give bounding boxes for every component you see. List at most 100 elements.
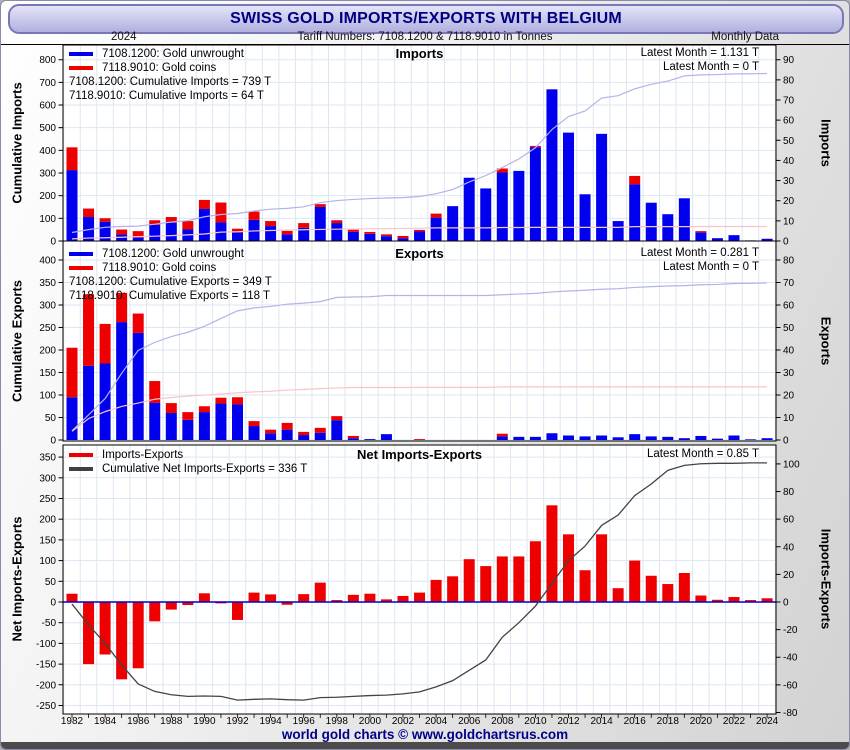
svg-text:150: 150 xyxy=(39,368,56,379)
header-frequency: Monthly Data xyxy=(711,31,779,43)
latest-month-value: Latest Month = 0 T xyxy=(663,61,759,73)
legend-label: 7108.1200: Gold unwrought xyxy=(102,248,244,260)
svg-text:1992: 1992 xyxy=(226,716,249,727)
svg-text:250: 250 xyxy=(39,494,56,505)
svg-text:80: 80 xyxy=(783,256,795,267)
svg-text:2008: 2008 xyxy=(491,716,514,727)
svg-text:-250: -250 xyxy=(36,701,56,712)
svg-text:600: 600 xyxy=(39,101,56,112)
imports-legend: 7108.1200: Gold unwrought 7118.9010: Gol… xyxy=(69,47,271,103)
svg-text:-100: -100 xyxy=(36,639,56,650)
svg-text:20: 20 xyxy=(783,570,795,581)
svg-text:50: 50 xyxy=(783,323,795,334)
svg-text:2006: 2006 xyxy=(458,716,481,727)
legend-label: 7108.1200: Gold unwrought xyxy=(102,48,244,60)
svg-text:60: 60 xyxy=(783,116,795,127)
blue-line-swatch-icon xyxy=(69,52,93,56)
exports-panel-title: Exports xyxy=(395,246,444,261)
svg-text:700: 700 xyxy=(39,78,56,89)
svg-text:10: 10 xyxy=(783,216,795,227)
svg-text:50: 50 xyxy=(783,136,795,147)
svg-text:0: 0 xyxy=(50,598,56,609)
svg-text:200: 200 xyxy=(39,346,56,357)
y-axis-label-cumulative-exports: Cumulative Exports xyxy=(9,279,25,403)
svg-text:350: 350 xyxy=(39,453,56,464)
svg-text:350: 350 xyxy=(39,278,56,289)
svg-text:300: 300 xyxy=(39,169,56,180)
svg-text:1986: 1986 xyxy=(127,716,150,727)
svg-text:-80: -80 xyxy=(783,708,798,719)
page-title: SWISS GOLD IMPORTS/EXPORTS WITH BELGIUM xyxy=(230,10,622,27)
net-latest: Latest Month = 0.85 T xyxy=(647,447,759,461)
svg-text:30: 30 xyxy=(783,176,795,187)
red-bar-swatch-icon xyxy=(69,453,93,457)
svg-text:2012: 2012 xyxy=(557,716,580,727)
svg-text:2024: 2024 xyxy=(756,716,779,727)
y-axis-label-cumulative-imports: Cumulative Imports xyxy=(9,82,25,204)
svg-text:200: 200 xyxy=(39,191,56,202)
svg-text:20: 20 xyxy=(783,196,795,207)
svg-text:300: 300 xyxy=(39,301,56,312)
blue-line-swatch-icon xyxy=(69,252,93,256)
svg-text:20: 20 xyxy=(783,391,795,402)
svg-text:500: 500 xyxy=(39,123,56,134)
bottom-bar xyxy=(1,742,849,749)
svg-text:400: 400 xyxy=(39,256,56,267)
svg-text:80: 80 xyxy=(783,75,795,86)
svg-text:-50: -50 xyxy=(42,618,57,629)
svg-text:2000: 2000 xyxy=(359,716,382,727)
y-axis-label-net-imports-exports: Net Imports-Exports xyxy=(9,516,25,642)
svg-text:0: 0 xyxy=(783,436,789,447)
legend-item: Cumulative Net Imports-Exports = 336 T xyxy=(69,462,307,476)
svg-text:300: 300 xyxy=(39,473,56,484)
svg-text:10: 10 xyxy=(783,413,795,424)
latest-month-value: Latest Month = 1.131 T xyxy=(640,47,759,59)
svg-text:100: 100 xyxy=(39,556,56,567)
exports-latest: Latest Month = 0.281 T Latest Month = 0 … xyxy=(641,246,759,274)
legend-item: 7118.9010: Gold coins xyxy=(69,261,272,275)
svg-text:200: 200 xyxy=(39,515,56,526)
svg-text:60: 60 xyxy=(783,515,795,526)
svg-text:2004: 2004 xyxy=(425,716,448,727)
svg-text:-20: -20 xyxy=(783,625,798,636)
red-line-swatch-icon xyxy=(69,266,93,270)
cumulative-annotation: 7108.1200: Cumulative Imports = 739 T xyxy=(69,76,272,88)
svg-text:-60: -60 xyxy=(783,680,798,691)
svg-text:0: 0 xyxy=(783,598,789,609)
svg-text:-150: -150 xyxy=(36,660,56,671)
exports-legend: 7108.1200: Gold unwrought 7118.9010: Gol… xyxy=(69,247,272,303)
svg-text:1994: 1994 xyxy=(259,716,282,727)
title-bar: SWISS GOLD IMPORTS/EXPORTS WITH BELGIUM xyxy=(8,4,844,34)
latest-month-value: Latest Month = 0 T xyxy=(663,261,759,273)
svg-text:0: 0 xyxy=(783,237,789,248)
svg-text:2010: 2010 xyxy=(524,716,547,727)
svg-text:0: 0 xyxy=(50,436,56,447)
header-tariff: Tariff Numbers: 7108.1200 & 7118.9010 in… xyxy=(297,31,553,43)
svg-text:1988: 1988 xyxy=(160,716,183,727)
legend-item: 7118.9010: Gold coins xyxy=(69,61,271,75)
svg-text:100: 100 xyxy=(39,214,56,225)
net-panel-title: Net Imports-Exports xyxy=(357,447,482,462)
svg-text:2022: 2022 xyxy=(723,716,746,727)
svg-text:1982: 1982 xyxy=(61,716,84,727)
svg-text:30: 30 xyxy=(783,368,795,379)
y-axis-label-imports-exports: Imports-Exports xyxy=(818,528,834,630)
imports-latest: Latest Month = 1.131 T Latest Month = 0 … xyxy=(641,46,759,74)
svg-text:-40: -40 xyxy=(783,653,798,664)
svg-text:1998: 1998 xyxy=(326,716,349,727)
imports-panel-title: Imports xyxy=(395,46,444,61)
svg-text:50: 50 xyxy=(45,413,57,424)
svg-text:1996: 1996 xyxy=(293,716,316,727)
svg-text:2020: 2020 xyxy=(690,716,713,727)
footer-link[interactable]: world gold charts © www.goldchartsrus.co… xyxy=(281,727,569,742)
svg-text:250: 250 xyxy=(39,323,56,334)
svg-text:800: 800 xyxy=(39,55,56,66)
svg-text:70: 70 xyxy=(783,278,795,289)
latest-month-value: Latest Month = 0.281 T xyxy=(640,247,759,259)
legend-label: 7118.9010: Gold coins xyxy=(102,262,217,274)
legend-item: 7108.1200: Gold unwrought xyxy=(69,47,271,61)
svg-text:40: 40 xyxy=(783,346,795,357)
svg-text:1984: 1984 xyxy=(94,716,117,727)
svg-text:100: 100 xyxy=(783,459,800,470)
